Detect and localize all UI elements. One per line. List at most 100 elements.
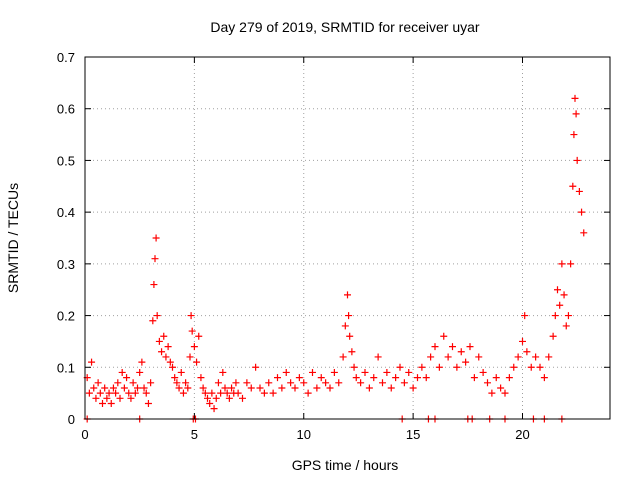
data-point <box>112 389 120 397</box>
data-point <box>199 384 207 392</box>
data-point <box>335 379 343 387</box>
data-point <box>418 363 426 371</box>
data-point <box>304 389 312 397</box>
data-point <box>309 368 316 376</box>
data-point <box>326 384 334 392</box>
data-point <box>138 358 146 366</box>
data-point <box>223 389 231 397</box>
data-point <box>94 379 102 387</box>
y-tick-label: 0 <box>68 412 75 427</box>
data-point <box>171 374 179 382</box>
data-point <box>536 363 544 371</box>
data-point <box>449 343 456 351</box>
data-point <box>361 368 369 376</box>
data-point <box>322 379 330 387</box>
data-point <box>144 399 152 407</box>
data-point <box>125 389 133 397</box>
data-point <box>96 389 104 397</box>
data-point <box>105 389 113 397</box>
data-point <box>160 332 168 340</box>
data-point <box>217 389 225 397</box>
data-point <box>127 394 135 402</box>
data-point <box>206 399 214 407</box>
data-point <box>374 353 382 361</box>
data-point <box>527 363 535 371</box>
data-point <box>558 260 566 268</box>
data-point <box>457 348 465 356</box>
data-point <box>221 384 229 392</box>
data-point <box>99 399 106 407</box>
y-tick-label: 0.2 <box>57 309 75 324</box>
data-point <box>510 363 518 371</box>
data-point <box>184 384 192 392</box>
data-point <box>540 374 548 382</box>
data-point <box>103 394 111 402</box>
gridlines <box>85 57 610 419</box>
data-point <box>470 374 478 382</box>
data-point <box>348 348 356 356</box>
data-point <box>109 384 117 392</box>
data-point <box>431 343 439 351</box>
data-point <box>567 260 575 268</box>
data-point <box>179 389 187 397</box>
data-points <box>83 94 588 423</box>
data-point <box>497 384 505 392</box>
data-point <box>169 363 176 371</box>
data-point <box>182 379 190 387</box>
data-point <box>344 291 351 299</box>
data-point <box>158 348 166 356</box>
data-point <box>365 384 373 392</box>
data-point <box>357 379 365 387</box>
data-point <box>570 131 578 139</box>
data-point <box>475 353 483 361</box>
data-point <box>488 389 496 397</box>
data-point <box>212 394 220 402</box>
data-point <box>532 353 540 361</box>
data-point <box>150 281 158 289</box>
data-point <box>569 182 577 190</box>
x-tick-labels: 0 5 10 15 20 <box>81 427 529 442</box>
data-point <box>521 312 529 320</box>
data-point <box>564 312 572 320</box>
data-point <box>162 353 170 361</box>
data-point <box>136 368 144 376</box>
data-point <box>152 234 160 242</box>
y-tick-labels: 0 0.1 0.2 0.3 0.4 0.5 0.6 0.7 <box>57 50 75 427</box>
data-point <box>239 394 246 402</box>
data-point <box>107 399 115 407</box>
data-point <box>225 394 233 402</box>
data-point <box>545 353 553 361</box>
data-point <box>572 110 580 118</box>
data-point <box>549 332 557 340</box>
data-point <box>575 187 583 195</box>
data-point <box>422 374 430 382</box>
data-point <box>151 255 159 263</box>
data-point <box>118 368 126 376</box>
y-tick-label: 0.5 <box>57 153 75 168</box>
y-tick-label: 0.7 <box>57 50 75 65</box>
y-axis-label: SRMTID / TECUs <box>5 183 21 293</box>
x-axis-label: GPS time / hours <box>292 457 399 473</box>
x-tick-label: 20 <box>515 427 529 442</box>
data-point <box>131 389 139 397</box>
data-point <box>214 379 222 387</box>
data-point <box>142 389 150 397</box>
data-point <box>90 384 98 392</box>
data-point <box>317 374 325 382</box>
data-point <box>177 368 185 376</box>
data-point <box>287 379 295 387</box>
data-point <box>562 322 570 330</box>
data-point <box>466 343 474 351</box>
data-point <box>173 379 181 387</box>
data-point <box>330 368 338 376</box>
data-point <box>187 312 195 320</box>
data-point <box>278 384 286 392</box>
data-point <box>387 384 395 392</box>
data-point <box>101 384 109 392</box>
data-point <box>435 363 443 371</box>
data-point <box>551 312 559 320</box>
data-point <box>479 368 487 376</box>
data-point <box>414 374 421 382</box>
data-point <box>155 337 163 345</box>
